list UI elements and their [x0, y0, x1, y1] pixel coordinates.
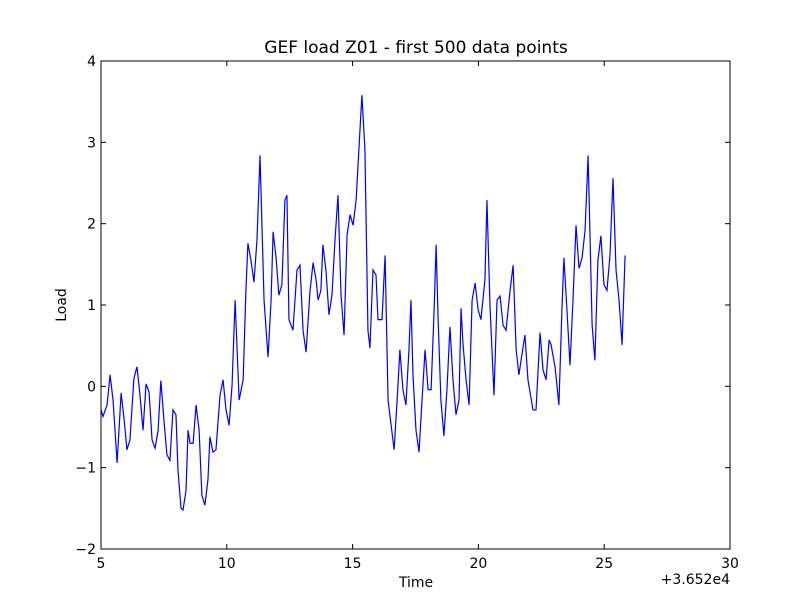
y-tick-label: −1	[75, 461, 96, 477]
y-tick-label: 1	[87, 298, 96, 314]
x-tick-label: 20	[469, 556, 487, 572]
x-axis-label: Time	[398, 575, 433, 591]
y-tick-label: 4	[87, 54, 96, 70]
x-tick-label: 30	[721, 556, 739, 572]
y-tick-label: −2	[75, 542, 96, 558]
y-tick-label: 2	[87, 217, 96, 233]
data-line	[100, 95, 626, 512]
x-tick-label: 25	[595, 556, 613, 572]
x-offset-label: +3.652e4	[661, 572, 730, 588]
y-tick-label: 0	[87, 379, 96, 395]
chart-title: GEF load Z01 - first 500 data points	[264, 38, 568, 58]
x-tick-label: 5	[97, 556, 106, 572]
y-tick-label: 3	[87, 135, 96, 151]
x-tick-label: 10	[218, 556, 236, 572]
x-tick-label: 15	[344, 556, 362, 572]
y-axis-label: Load	[54, 288, 70, 322]
